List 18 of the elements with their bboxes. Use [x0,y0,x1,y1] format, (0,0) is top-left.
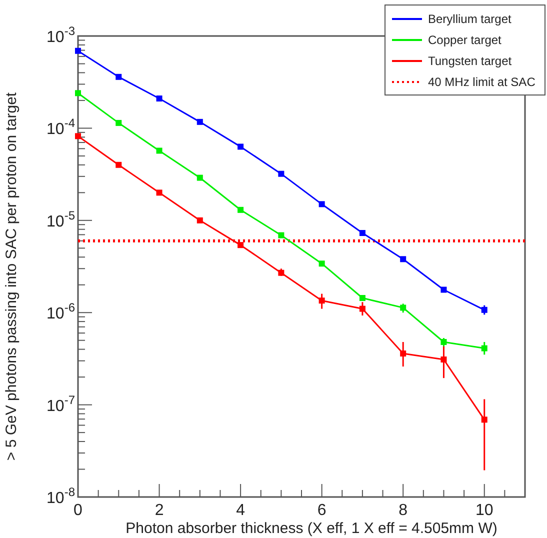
y-tick-label: 10$^{-3}$ [46,24,76,46]
legend-label: Tungsten target [428,54,512,68]
x-tick-label: 10 [475,502,494,519]
x-tick-label: 2 [154,502,164,519]
legend-label: Beryllium target [428,12,512,26]
legend-label: Copper target [428,33,502,47]
x-tick-label: 6 [317,502,326,519]
y-axis-title: > 5 GeV photons passing into SAC per proton on target [3,92,20,461]
x-tick-label: 4 [236,502,246,519]
y-tick-label: 10$^{-4}$ [46,116,76,138]
x-axis-title: Photon absorber thickness (X eff, 1 X eff = 4.505mm W) [126,520,498,537]
y-tick-label: 10$^{-6}$ [46,300,76,323]
x-tick-label: 0 [74,502,83,519]
y-tick-label: 10$^{-7}$ [46,392,76,415]
y-tick-label: 10$^{-5}$ [46,208,76,230]
x-tick-label: 8 [398,502,408,519]
y-tick-label: 10$^{-8}$ [46,485,76,507]
legend-label: 40 MHz limit at SAC [428,75,536,89]
